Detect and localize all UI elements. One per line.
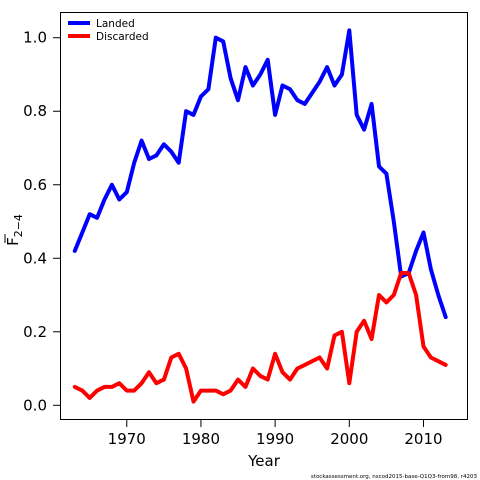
x-axis-title: Year	[247, 452, 281, 470]
x-tick-label: 2000	[330, 430, 368, 448]
y-axis-title-base: F	[4, 237, 22, 246]
y-tick-label: 0.8	[23, 102, 47, 120]
plot-frame	[60, 12, 468, 420]
svg-text:F2−4: F2−4	[4, 214, 25, 246]
y-tick-label: 0.2	[23, 323, 47, 341]
y-axis: 0.0 0.2 0.4 0.6 0.8 1.0	[23, 29, 60, 414]
x-tick-label: 2010	[404, 430, 442, 448]
y-axis-title-subscript: 2−4	[12, 214, 25, 237]
x-tick-label: 1980	[182, 430, 220, 448]
x-tick-label: 1970	[108, 430, 146, 448]
y-tick-label: 0.6	[23, 176, 47, 194]
y-axis-title: F2−4	[4, 214, 25, 246]
legend-label-landed: Landed	[96, 18, 135, 30]
series-layer	[72, 28, 448, 404]
footer-note: stockassessment.org, nscod2015-base-Q1Q3…	[311, 474, 478, 480]
x-axis: 1970 1980 1990 2000 2010	[108, 420, 443, 448]
legend-label-discarded: Discarded	[96, 31, 149, 43]
y-tick-label: 1.0	[23, 29, 47, 47]
series-line-landed	[72, 28, 448, 320]
y-tick-label: 0.4	[23, 249, 47, 267]
legend: Landed Discarded	[68, 18, 149, 43]
x-tick-label: 1990	[256, 430, 294, 448]
y-tick-label: 0.0	[23, 396, 47, 414]
series-line-discarded	[72, 271, 448, 404]
